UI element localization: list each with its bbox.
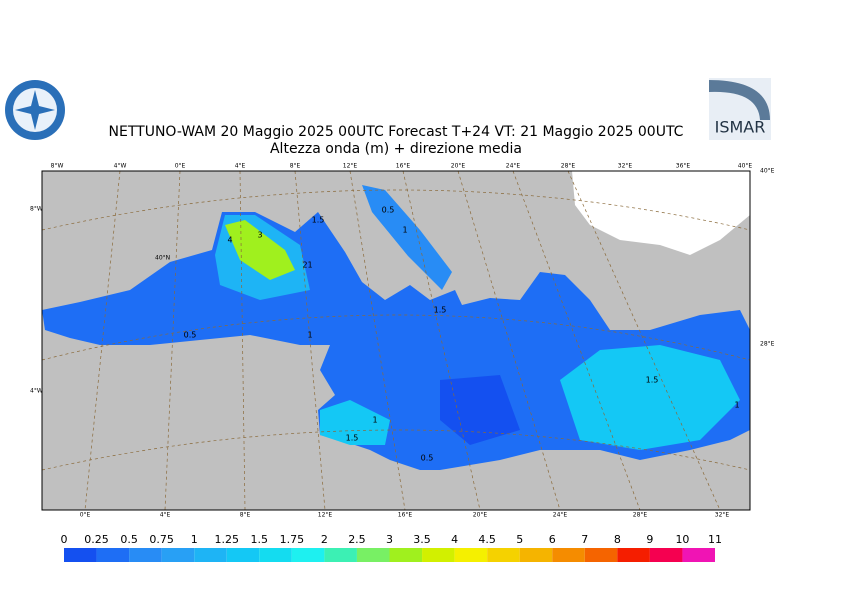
legend-label: 8 (614, 533, 621, 546)
contour-label: 1 (372, 416, 377, 425)
logo-text: ISMAR (715, 118, 766, 137)
contour-label: 1 (734, 401, 739, 410)
top-label: 4°E (235, 163, 246, 170)
legend-label: 0.25 (84, 533, 109, 546)
legend-swatch (324, 548, 357, 562)
top-label: 32°E (618, 163, 633, 170)
contour-labels: 1.5 1 4 3 2 0.5 1 1.5 1 0.5 1.5 1 1.5 1 0.5 (184, 206, 740, 463)
right-label: 28°E (760, 341, 775, 348)
bottom-label: 0°E (80, 512, 91, 519)
legend-label: 3.5 (413, 533, 431, 546)
top-label: 28°E (561, 163, 576, 170)
legend-label: 1 (191, 533, 198, 546)
contour-label: 1.5 (646, 376, 659, 385)
legend-swatch (454, 548, 488, 562)
top-label: 8°W (51, 163, 64, 170)
legend-label: 3 (386, 533, 393, 546)
legend-swatch (356, 548, 390, 562)
legend-swatch (259, 548, 292, 562)
legend-label: 1.25 (215, 533, 240, 546)
contour-label: 1.5 (434, 306, 447, 315)
legend-label: 2.5 (348, 533, 366, 546)
legend-label: 7 (581, 533, 588, 546)
left-logo (5, 80, 65, 140)
right-logo: ISMAR (709, 78, 771, 140)
bottom-label: 32°E (715, 512, 730, 519)
legend-label: 9 (646, 533, 653, 546)
legend-label: 10 (675, 533, 689, 546)
contour-label: 0.5 (421, 454, 434, 463)
contour-label: 4 (227, 236, 232, 245)
contour-label: 1.5 (312, 216, 325, 225)
legend-label: 1.5 (251, 533, 269, 546)
legend-swatch (682, 548, 715, 562)
legend-label: 0 (61, 533, 68, 546)
legend-label: 4 (451, 533, 458, 546)
bottom-label: 8°E (240, 512, 251, 519)
title: NETTUNO-WAM 20 Maggio 2025 00UTC Forecas… (109, 124, 684, 140)
legend-swatch (519, 548, 553, 562)
legend-label: 0.5 (120, 533, 138, 546)
legend-swatch (584, 548, 618, 562)
legend-label: 5 (516, 533, 523, 546)
legend-swatch (422, 548, 455, 562)
top-label: 0°E (175, 163, 186, 170)
left-label: 8°W (30, 206, 43, 213)
bottom-label: 28°E (633, 512, 648, 519)
legend-swatch (96, 548, 130, 562)
legend-swatch (617, 548, 650, 562)
legend-label: 1.75 (280, 533, 305, 546)
top-label: 12°E (343, 163, 358, 170)
bottom-label: 20°E (473, 512, 488, 519)
legend-label: 2 (321, 533, 328, 546)
top-label: 4°W (114, 163, 127, 170)
map (41, 170, 751, 511)
legend-swatch (161, 548, 195, 562)
legend-swatch (487, 548, 520, 562)
legend-label: 4.5 (478, 533, 496, 546)
right-label: 40°E (760, 168, 775, 175)
legend-swatch (194, 548, 227, 562)
top-label: 8°E (290, 163, 301, 170)
top-label: 16°E (396, 163, 411, 170)
contour-label: 1.5 (346, 434, 359, 443)
contour-label: 1 (307, 261, 312, 270)
contour-label: 2 (302, 261, 307, 270)
legend-swatch (291, 548, 325, 562)
top-label: 20°E (451, 163, 466, 170)
legend-label: 0.75 (149, 533, 174, 546)
bottom-label: 12°E (318, 512, 333, 519)
legend-label: 6 (549, 533, 556, 546)
contour-label: 1 (307, 331, 312, 340)
top-label: 40°E (738, 163, 753, 170)
top-label: 24°E (506, 163, 521, 170)
bottom-label: 4°E (160, 512, 171, 519)
legend-label: 11 (708, 533, 722, 546)
bottom-label: 24°E (553, 512, 568, 519)
bottom-label: 16°E (398, 512, 413, 519)
subtitle: Altezza onda (m) + direzione media (270, 141, 522, 157)
contour-label: 3 (257, 231, 262, 240)
top-label: 36°E (676, 163, 691, 170)
left-label: 4°W (30, 388, 43, 395)
legend-swatch (129, 548, 162, 562)
legend-swatch (64, 548, 97, 562)
legend-swatch (226, 548, 260, 562)
left-label: 40°N (155, 255, 170, 262)
contour-label: 0.5 (184, 331, 197, 340)
legend-swatch (649, 548, 683, 562)
legend-swatch (389, 548, 423, 562)
legend-swatch (552, 548, 585, 562)
contour-label: 1 (402, 226, 407, 235)
contour-label: 0.5 (382, 206, 395, 215)
